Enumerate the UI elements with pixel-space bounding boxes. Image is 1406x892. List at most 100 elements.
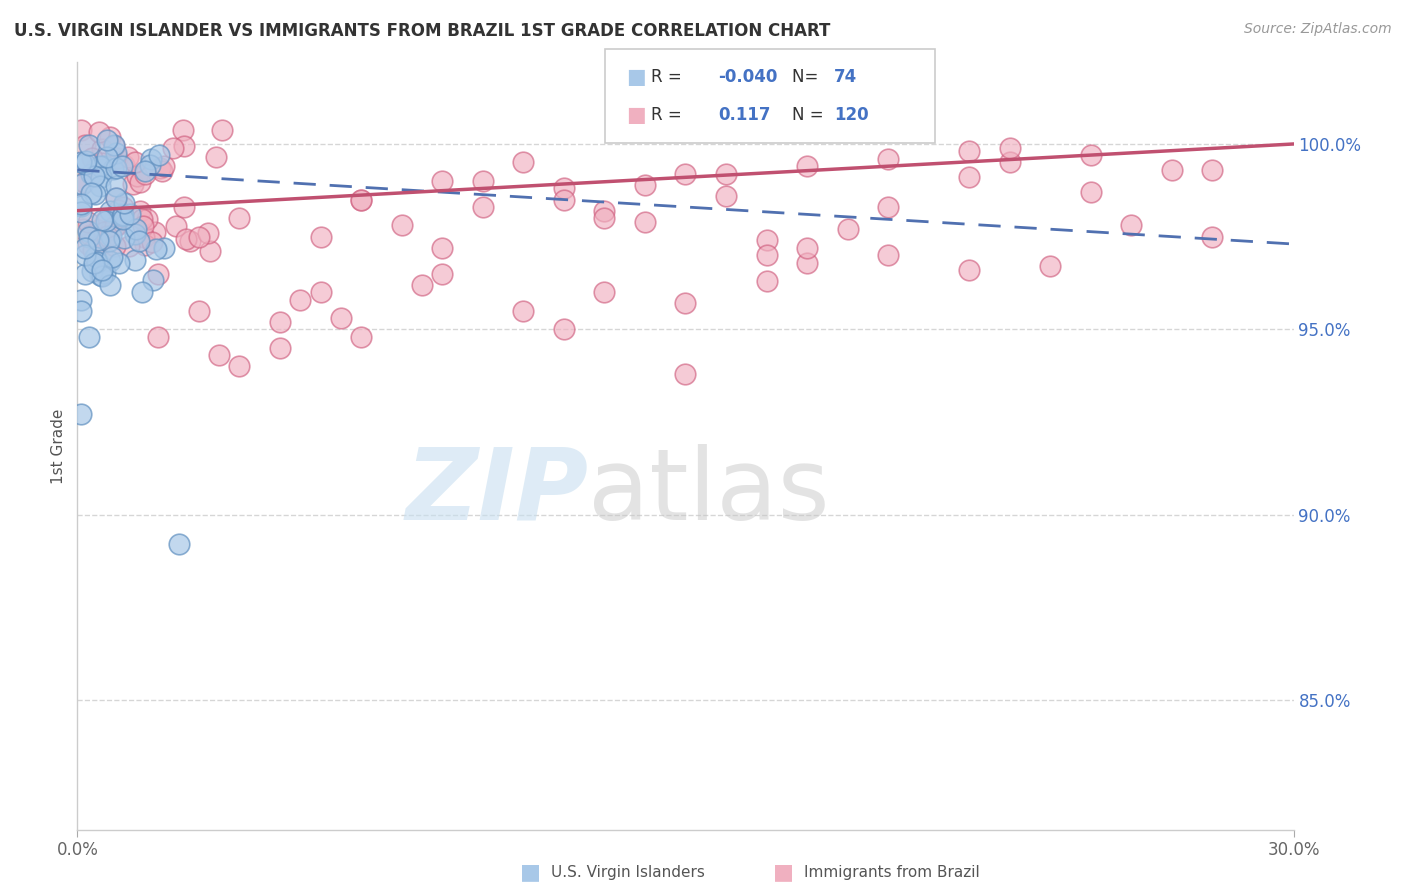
Point bbox=[105, 218, 128, 232]
Point bbox=[430, 174, 453, 188]
Text: R =: R = bbox=[651, 105, 688, 123]
Point bbox=[108, 207, 131, 221]
Point bbox=[430, 241, 453, 255]
Point bbox=[796, 241, 818, 255]
Point bbox=[593, 211, 616, 225]
Point bbox=[89, 159, 111, 173]
Point bbox=[105, 178, 128, 193]
Point bbox=[128, 204, 150, 219]
Point bbox=[98, 254, 121, 268]
Point bbox=[471, 200, 494, 214]
Point bbox=[76, 215, 98, 229]
Point bbox=[101, 250, 124, 264]
Point bbox=[112, 158, 135, 172]
Point bbox=[70, 155, 93, 169]
Point bbox=[91, 142, 114, 156]
Point bbox=[593, 203, 616, 218]
Point bbox=[228, 211, 250, 225]
Point bbox=[957, 263, 980, 277]
Point bbox=[97, 234, 120, 248]
Point bbox=[553, 322, 575, 336]
Point bbox=[91, 246, 114, 260]
Point bbox=[90, 156, 112, 170]
Point bbox=[131, 211, 153, 226]
Point bbox=[94, 214, 117, 228]
Point bbox=[132, 229, 155, 244]
Point bbox=[125, 222, 148, 236]
Point bbox=[80, 264, 103, 278]
Point bbox=[148, 329, 170, 343]
Point bbox=[96, 229, 118, 244]
Point bbox=[134, 164, 156, 178]
Point bbox=[90, 213, 112, 227]
Point bbox=[79, 167, 101, 181]
Point bbox=[76, 224, 98, 238]
Point bbox=[141, 235, 163, 250]
Point bbox=[104, 161, 127, 175]
Point bbox=[143, 225, 166, 239]
Text: 120: 120 bbox=[834, 105, 869, 123]
Text: 74: 74 bbox=[834, 69, 858, 87]
Point bbox=[104, 191, 127, 205]
Text: N=: N= bbox=[792, 69, 823, 87]
Text: 0.117: 0.117 bbox=[718, 105, 770, 123]
Point bbox=[149, 161, 172, 176]
Point bbox=[79, 228, 101, 243]
Point bbox=[87, 255, 110, 269]
Point bbox=[198, 244, 221, 258]
Point bbox=[111, 212, 134, 227]
Point bbox=[70, 198, 93, 212]
Point bbox=[75, 154, 97, 169]
Point bbox=[153, 159, 176, 173]
Point bbox=[211, 123, 233, 137]
Point bbox=[79, 229, 101, 244]
Point bbox=[148, 147, 170, 161]
Point bbox=[1080, 148, 1102, 162]
Point bbox=[75, 267, 97, 281]
Point bbox=[90, 170, 112, 185]
Point bbox=[139, 153, 162, 167]
Point bbox=[162, 140, 184, 154]
Point bbox=[73, 156, 96, 170]
Point bbox=[755, 274, 778, 288]
Point bbox=[142, 273, 165, 287]
Point bbox=[120, 207, 142, 221]
Point bbox=[877, 200, 900, 214]
Point bbox=[105, 145, 128, 160]
Point bbox=[98, 277, 121, 292]
Point bbox=[179, 234, 201, 248]
Point bbox=[124, 252, 146, 267]
Point bbox=[98, 203, 121, 218]
Point bbox=[998, 141, 1021, 155]
Point bbox=[70, 293, 93, 307]
Point bbox=[83, 250, 105, 264]
Point bbox=[107, 202, 129, 217]
Point bbox=[104, 239, 127, 253]
Point bbox=[350, 193, 373, 207]
Point bbox=[84, 187, 107, 202]
Point bbox=[103, 138, 125, 153]
Point bbox=[117, 150, 139, 164]
Point bbox=[167, 537, 190, 551]
Point bbox=[90, 263, 112, 277]
Point bbox=[94, 266, 117, 280]
Point bbox=[108, 255, 131, 269]
Point bbox=[714, 167, 737, 181]
Point bbox=[89, 237, 111, 252]
Point bbox=[148, 267, 170, 281]
Point bbox=[172, 122, 194, 136]
Text: U.S. VIRGIN ISLANDER VS IMMIGRANTS FROM BRAZIL 1ST GRADE CORRELATION CHART: U.S. VIRGIN ISLANDER VS IMMIGRANTS FROM … bbox=[14, 22, 831, 40]
Point bbox=[70, 177, 93, 191]
Point bbox=[87, 223, 110, 237]
Point bbox=[796, 159, 818, 173]
Point bbox=[877, 152, 900, 166]
Point bbox=[512, 155, 534, 169]
Point bbox=[174, 232, 197, 246]
Point bbox=[73, 175, 96, 189]
Point bbox=[73, 138, 96, 153]
Point bbox=[411, 277, 433, 292]
Point bbox=[124, 154, 146, 169]
Point bbox=[593, 285, 616, 300]
Point bbox=[957, 170, 980, 185]
Point bbox=[1161, 162, 1184, 177]
